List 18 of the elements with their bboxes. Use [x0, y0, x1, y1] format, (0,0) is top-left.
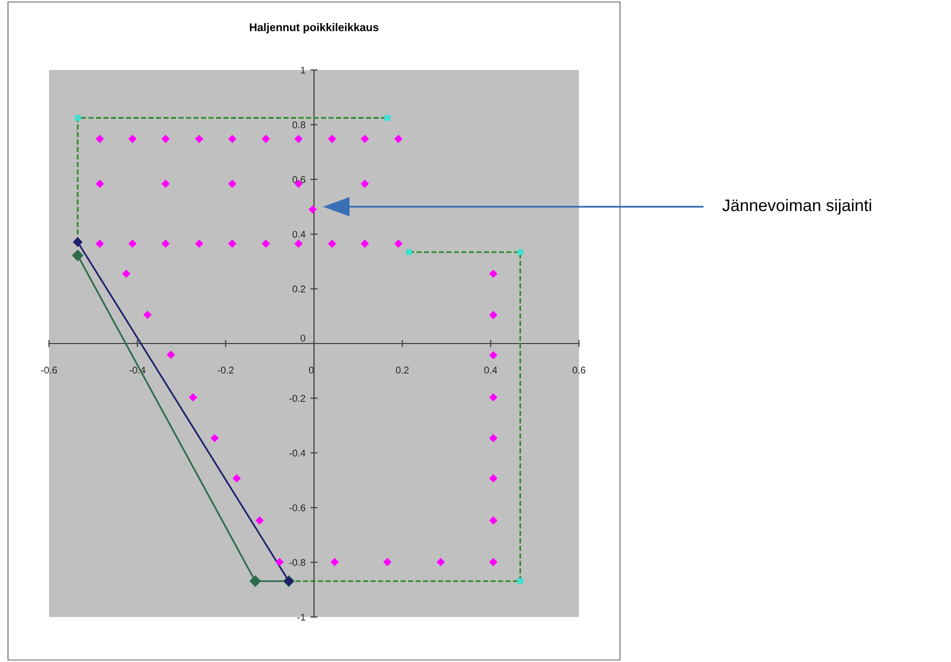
chart-title: Haljennut poikkileikkaus — [250, 23, 378, 34]
y-tick-label: -0.6 — [289, 504, 306, 512]
x-tick-label: -0.2 — [218, 366, 234, 374]
y-tick-label: 0 — [300, 334, 306, 342]
y-tick-label: -1 — [297, 614, 306, 621]
x-tick-label: 0 — [308, 366, 314, 374]
x-tick-label: 0.6 — [572, 366, 586, 374]
x-tick-label: 0.2 — [396, 366, 409, 374]
x-tick-label: 0.4 — [484, 366, 498, 374]
y-tick-label: 0.4 — [292, 230, 306, 238]
y-tick-label: -0.4 — [289, 450, 306, 457]
y-tick-label: 1 — [301, 66, 306, 74]
y-tick-label: 0.8 — [292, 121, 306, 128]
text: Jännevoiman sijainti — [722, 198, 872, 215]
x-tick-label: -0.6 — [41, 366, 57, 374]
y-tick-label: -0.2 — [289, 394, 306, 402]
y-tick-label: -0.8 — [289, 559, 306, 566]
y-tick-label: 0.2 — [292, 286, 306, 292]
